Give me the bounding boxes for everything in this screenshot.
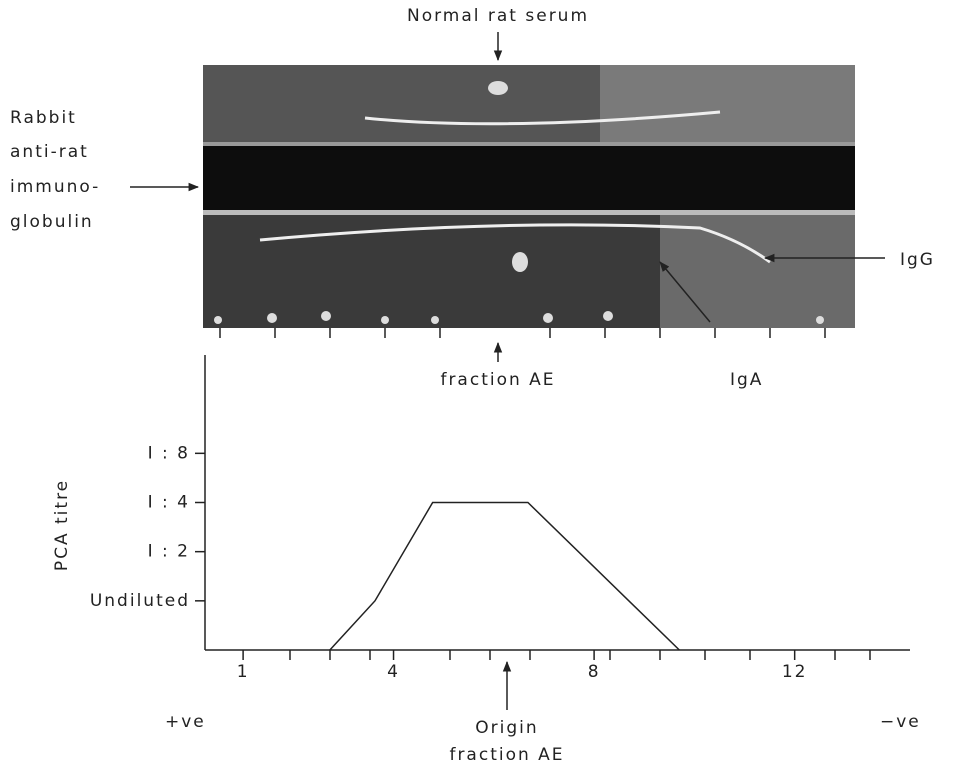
y-axis-label: PCA titre [52, 479, 72, 571]
x-tick-label: 1 [237, 662, 250, 682]
bottom-label: fraction AE [440, 370, 555, 390]
igg-label: IgG [900, 250, 935, 270]
y-tick-label: Undiluted [90, 591, 190, 611]
y-tick-label: I : 8 [148, 443, 190, 463]
left-label: Rabbit [10, 108, 77, 128]
iga-label: IgA [730, 370, 763, 390]
y-tick-label: I : 2 [148, 542, 190, 562]
annotation: +ve [165, 712, 206, 732]
annotation: −ve [880, 712, 921, 732]
y-tick-label: I : 4 [148, 493, 190, 513]
x-tick-label: 8 [588, 662, 601, 682]
top-label: Normal rat serum [407, 6, 589, 26]
left-label: immuno- [10, 177, 100, 197]
data-line [329, 501, 680, 651]
left-label: globulin [10, 212, 94, 232]
x-tick-label: 4 [387, 662, 400, 682]
x-tick-label: 12 [782, 662, 808, 682]
minor-ticks [289, 650, 871, 660]
annotation: Origin [475, 718, 538, 738]
gel-photo [203, 65, 855, 338]
left-label: anti-rat [10, 142, 89, 162]
arrow [659, 261, 711, 323]
annotation: fraction AE [449, 745, 564, 765]
